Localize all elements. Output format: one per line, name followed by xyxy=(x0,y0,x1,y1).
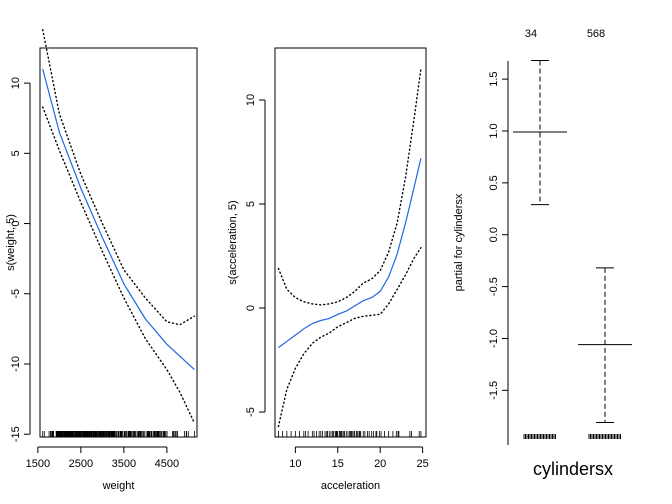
y-tick-label: 5 xyxy=(10,150,22,156)
x-axis-acceleration: 10 15 20 25 xyxy=(289,446,429,470)
x-tick-label: 20 xyxy=(374,458,386,470)
y-tick-label: 10 xyxy=(10,77,22,89)
confidence-band-lower xyxy=(42,106,196,424)
fit-line xyxy=(278,158,422,349)
y-axis-acceleration: -5 0 5 10 xyxy=(245,94,266,417)
y-tick-label: 5 xyxy=(245,201,257,207)
y-tick-label: 1.5 xyxy=(488,71,500,86)
y-tick-label: -15 xyxy=(10,426,22,442)
x-tick-label: 3500 xyxy=(112,458,136,470)
plot-frame-weight xyxy=(39,47,198,438)
y-tick-label: -5 xyxy=(10,289,22,299)
rug-weight xyxy=(42,431,195,437)
y-tick-label: -5 xyxy=(245,407,257,417)
series-acceleration xyxy=(277,68,422,428)
y-tick-label: 10 xyxy=(245,94,257,106)
fit-line xyxy=(42,68,195,371)
x-axis-title-weight: weight xyxy=(102,480,135,492)
x-tick-label: 15 xyxy=(332,458,344,470)
category-labels-cylindersx: 34 568 xyxy=(525,28,605,40)
panel-weight: 1500 2500 3500 4500 -15 -10 -5 0 5 10 weight s(w… xyxy=(5,29,198,492)
category-label: 34 xyxy=(525,28,537,40)
x-tick-label: 25 xyxy=(416,458,428,470)
y-tick-label: -0.5 xyxy=(488,277,500,296)
x-tick-label: 2500 xyxy=(69,458,93,470)
y-tick-label: 0 xyxy=(245,305,257,311)
y-tick-label: 0.5 xyxy=(488,175,500,190)
rug-acceleration xyxy=(277,431,422,437)
plot-frame-acceleration xyxy=(274,47,427,438)
series-weight xyxy=(42,29,196,424)
x-tick-label: 4500 xyxy=(155,458,179,470)
term-plot-cylindersx xyxy=(513,59,632,439)
y-tick-label: 0 xyxy=(10,220,22,226)
panel-cylindersx: -1.5 -1.0 -0.5 0.0 0.5 1.0 1.5 34 568 cylinders… xyxy=(453,28,632,479)
x-axis-title-acceleration: acceleration xyxy=(321,480,380,492)
y-axis-title-cylindersx: partial for cylindersx xyxy=(453,193,465,291)
y-tick-label: 1.0 xyxy=(488,123,500,138)
confidence-band-upper xyxy=(42,29,196,326)
y-axis-cylindersx: -1.5 -1.0 -0.5 0.0 0.5 1.0 1.5 xyxy=(488,71,508,400)
confidence-band-lower xyxy=(277,246,422,428)
y-axis-weight: -15 -10 -5 0 5 10 xyxy=(10,77,31,442)
x-tick-label: 10 xyxy=(289,458,301,470)
y-tick-label: 0.0 xyxy=(488,227,500,242)
category-label: 568 xyxy=(587,28,605,40)
y-tick-label: -10 xyxy=(10,356,22,372)
x-axis-weight: 1500 2500 3500 4500 xyxy=(26,446,179,470)
y-tick-label: -1.0 xyxy=(488,329,500,348)
confidence-band-upper xyxy=(277,68,422,306)
y-axis-title-weight: s(weight, 5) xyxy=(5,214,17,271)
x-tick-label: 1500 xyxy=(26,458,50,470)
x-axis-title-cylindersx: cylindersx xyxy=(533,459,613,479)
panel-acceleration: 10 15 20 25 -5 0 5 10 acceleration s(accelerat… xyxy=(227,47,429,492)
y-tick-label: -1.5 xyxy=(488,381,500,400)
y-axis-title-acceleration: s(acceleration, 5) xyxy=(227,200,239,284)
